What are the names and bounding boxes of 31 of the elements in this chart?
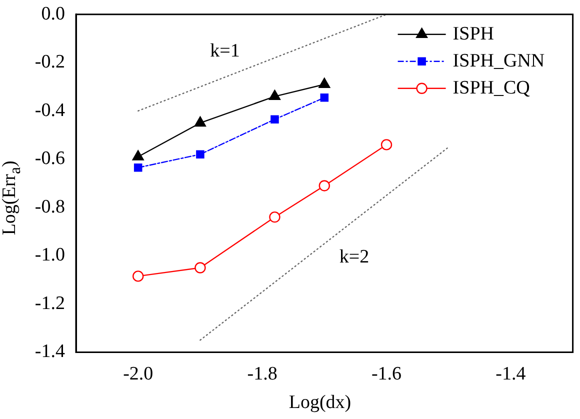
y-tick-label: 0.0	[41, 3, 65, 24]
point	[268, 90, 281, 100]
point	[318, 180, 330, 192]
point	[132, 150, 144, 160]
y-tick-label: -0.8	[34, 196, 65, 218]
legend-label: ISPH	[452, 23, 494, 44]
x-axis-title: Log(dx)	[288, 392, 352, 414]
x-tick-label: -2.0	[123, 364, 154, 385]
point	[132, 270, 144, 282]
y-tick-label: -0.2	[34, 52, 65, 73]
x-tick-label: -1.4	[496, 364, 526, 385]
point	[269, 211, 280, 223]
point	[318, 78, 330, 88]
point	[320, 94, 329, 102]
legend-label: ISPH_GNN	[452, 50, 545, 72]
point	[194, 262, 206, 274]
point	[196, 150, 204, 158]
y-tick-label: -0.4	[34, 100, 66, 121]
annotation: k=2	[339, 246, 370, 268]
point	[194, 116, 206, 127]
point	[134, 163, 142, 172]
point	[270, 115, 279, 124]
y-tick-label: -0.6	[34, 148, 65, 170]
y-tick-label: -1.4	[34, 341, 66, 362]
annotation: k=1	[210, 40, 240, 62]
x-tick-label: -1.8	[247, 364, 278, 385]
point	[380, 139, 392, 150]
x-tick-label: -1.6	[371, 364, 402, 385]
y-tick-label: -1.0	[34, 244, 65, 266]
y-tick-label: -1.2	[34, 292, 65, 314]
legend-label: ISPH_CQ	[452, 77, 530, 98]
